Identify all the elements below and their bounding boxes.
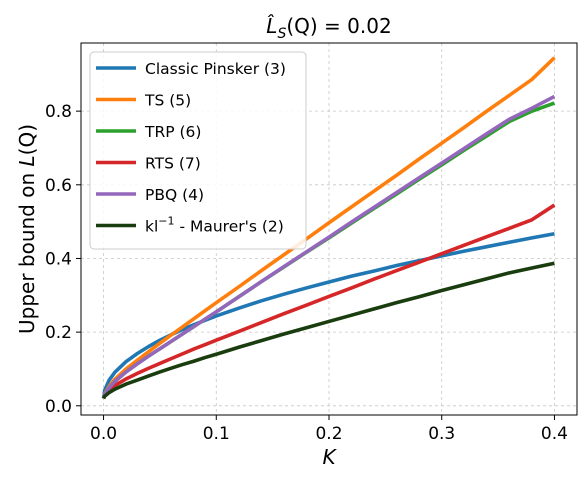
title-main: L̂	[266, 14, 277, 38]
series-line-rts-7	[101, 203, 556, 400]
y-tick-label: 0.0	[45, 397, 72, 417]
legend-label: RTS (7)	[145, 155, 201, 173]
series-line-ts-5	[101, 56, 556, 399]
y-label-italic: L	[15, 155, 39, 166]
series-lines	[101, 56, 556, 400]
y-label-suffix: (Q)	[15, 124, 39, 155]
legend-label: PBQ (4)	[145, 186, 204, 204]
legend-box	[89, 51, 307, 250]
x-tick-label: 0.0	[90, 424, 117, 444]
legend-label: kl−1 - Maurer's (2)	[145, 215, 284, 236]
x-axis-label: K	[322, 445, 337, 469]
ticks: 0.0 0.1 0.2 0.3 0.4 0.0 0.2 0.4 0.6 0.8	[45, 102, 568, 444]
legend: Classic Pinsker (3) TS (5) TRP (6) RTS (7) P…	[89, 51, 307, 250]
y-tick-label: 0.8	[45, 102, 72, 122]
title-rest: (Q) = 0.02	[286, 14, 391, 38]
series-line-pbq-4	[101, 94, 556, 399]
y-tick-label: 0.4	[45, 249, 72, 269]
y-label-prefix: Upper bound on	[15, 166, 39, 334]
x-tick-label: 0.4	[541, 424, 568, 444]
title-subscript: S	[277, 26, 286, 42]
legend-label-suffix: - Maurer's (2)	[175, 218, 284, 236]
x-tick-label: 0.2	[315, 424, 342, 444]
x-tick-label: 0.1	[203, 424, 230, 444]
legend-label-superscript: −1	[158, 215, 174, 228]
series-line-kl-1-maurer-s-2	[101, 261, 555, 400]
x-tick-label: 0.3	[428, 424, 455, 444]
legend-label: Classic Pinsker (3)	[145, 60, 286, 78]
y-tick-label: 0.6	[45, 176, 72, 196]
legend-label-prefix: kl	[145, 218, 158, 236]
chart-title: L̂S(Q) = 0.02	[266, 14, 391, 42]
legend-label: TS (5)	[144, 92, 191, 110]
labels: L̂S(Q) = 0.02 K Upper bound on L(Q)	[15, 14, 392, 469]
series-line-classic-pinsker-3	[101, 232, 555, 399]
y-axis-label: Upper bound on L(Q)	[15, 124, 39, 334]
legend-label: TRP (6)	[144, 123, 201, 141]
y-tick-label: 0.2	[45, 323, 72, 343]
